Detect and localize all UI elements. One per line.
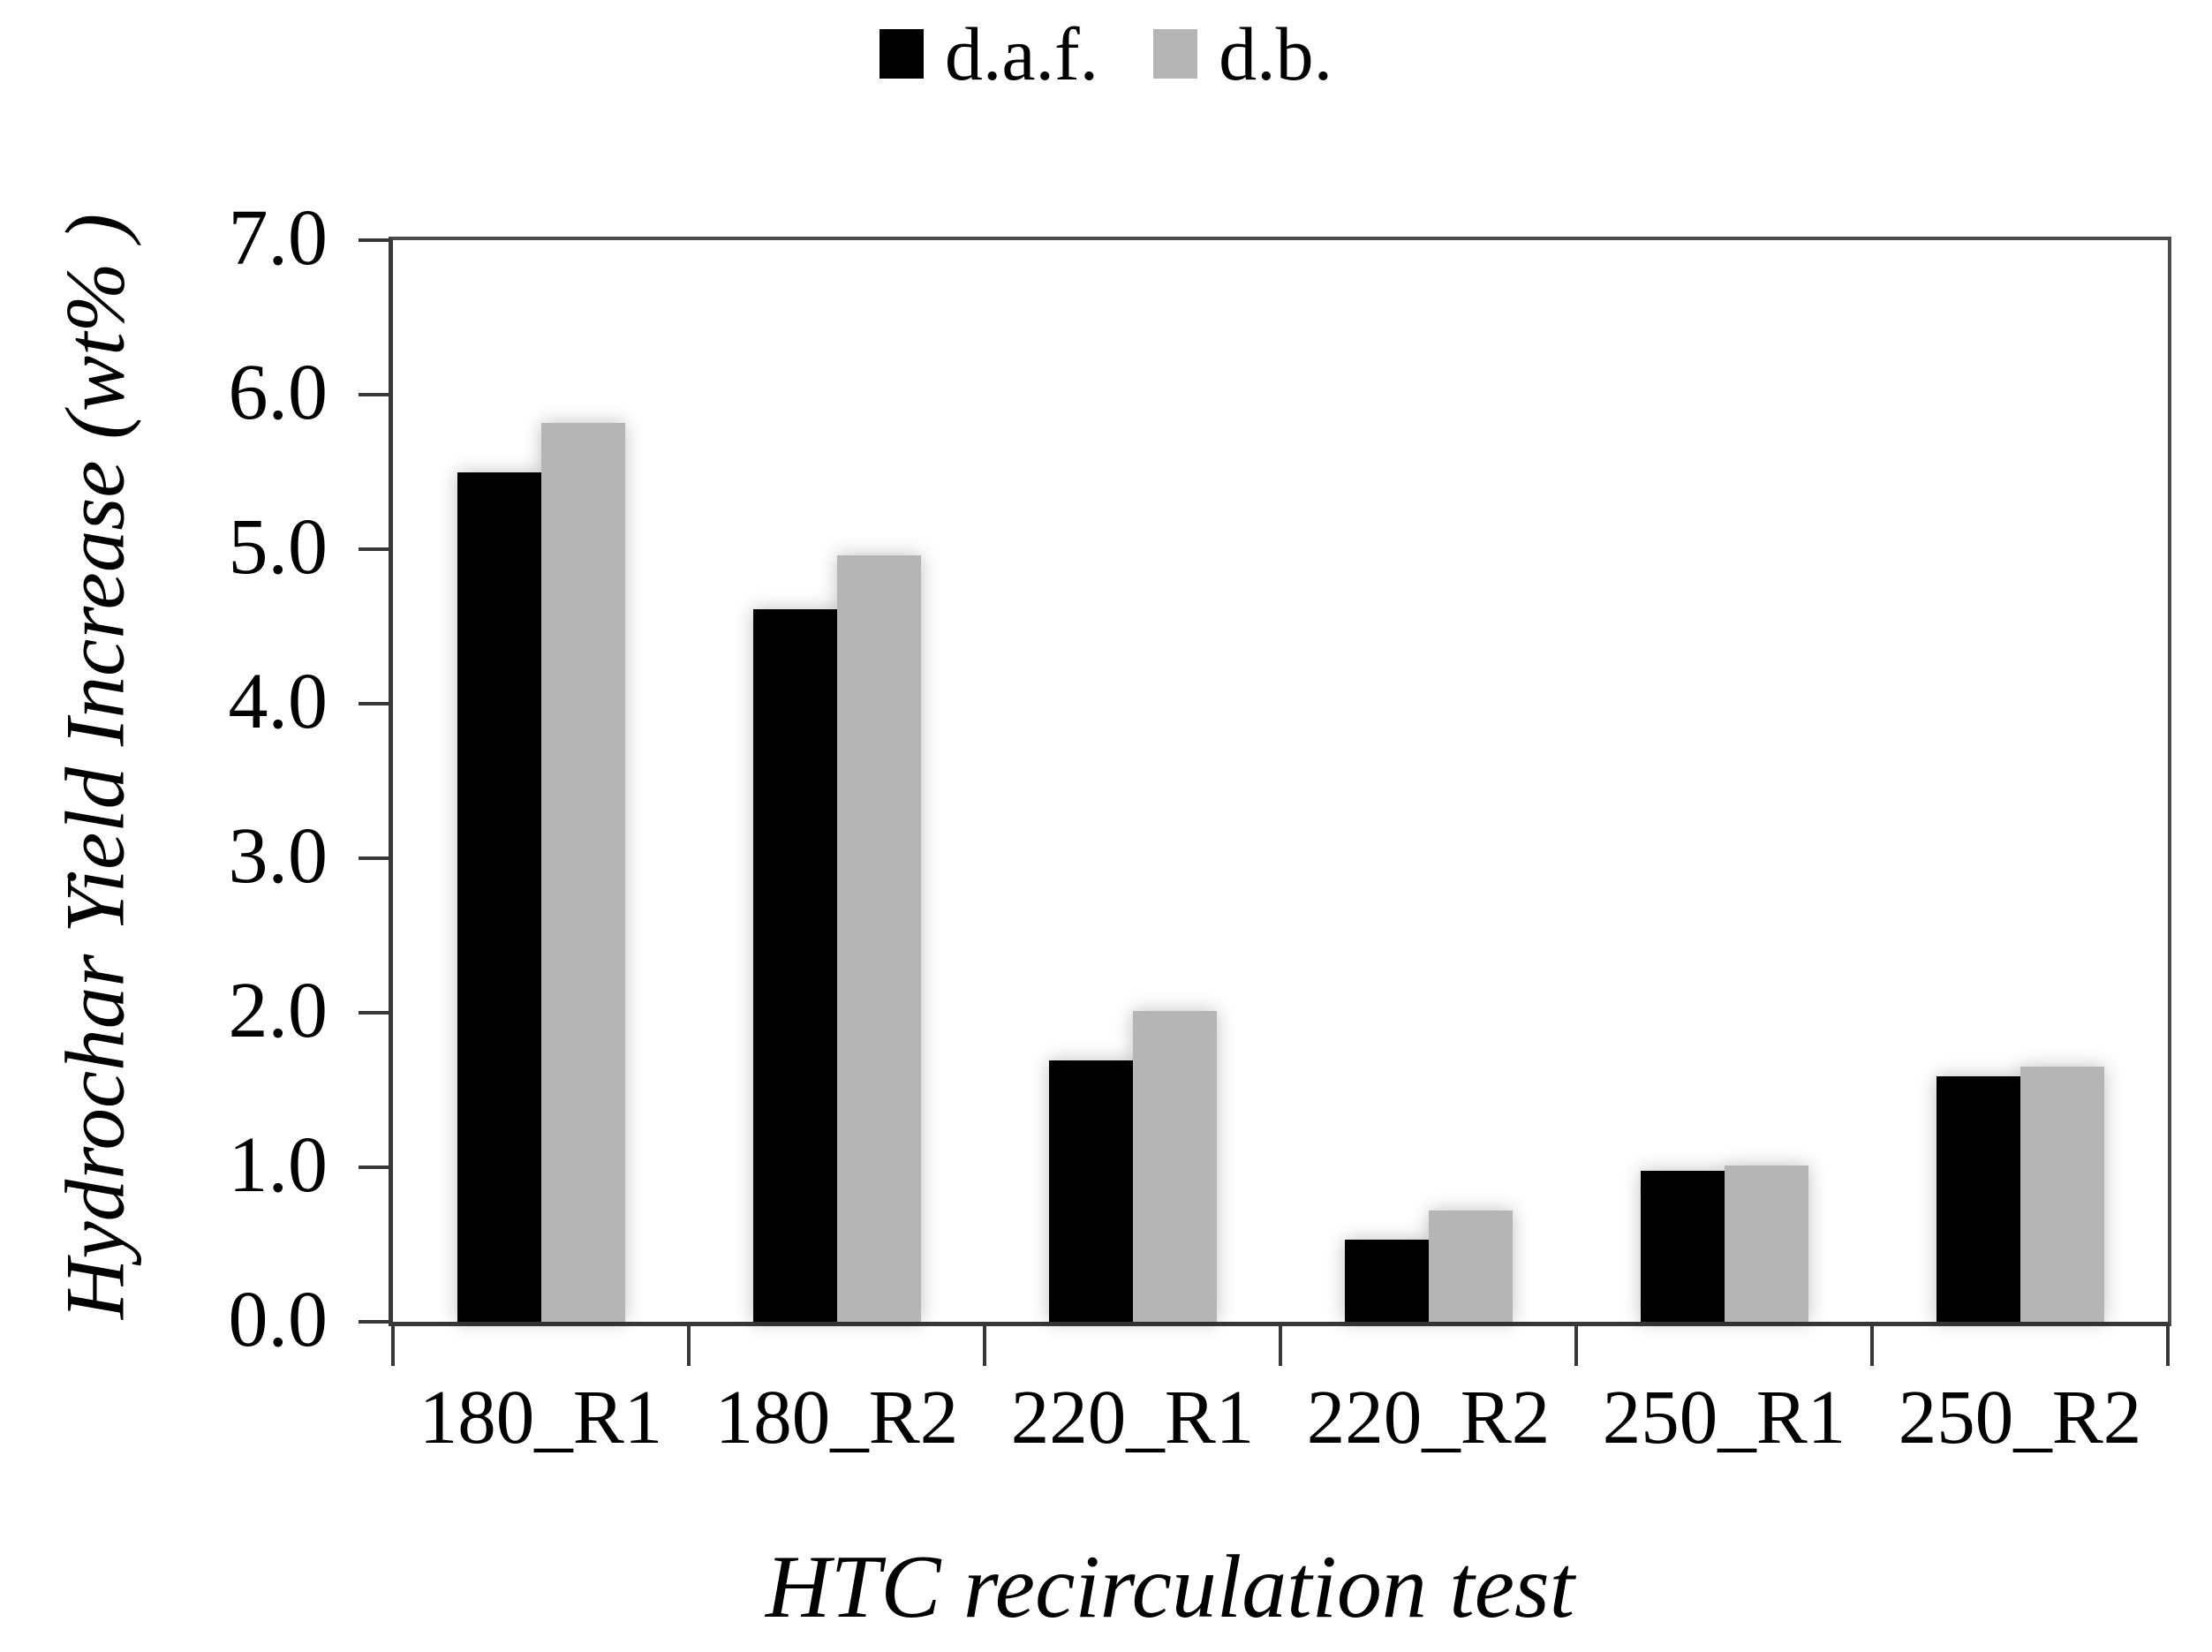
y-tick-5.0 bbox=[359, 547, 389, 551]
legend-swatch-daf-icon bbox=[879, 29, 924, 79]
chart-legend: d.a.f. d.b. bbox=[0, 16, 2212, 92]
legend-label-db: d.b. bbox=[1219, 11, 1333, 96]
y-tick-7.0 bbox=[359, 238, 389, 242]
x-tick-0 bbox=[391, 1325, 395, 1366]
y-tick-6.0 bbox=[359, 393, 389, 396]
bar-db-220_R2 bbox=[1428, 1211, 1513, 1322]
y-tick-label-1.0: 1.0 bbox=[228, 1121, 328, 1210]
bar-daf-250_R1 bbox=[1640, 1170, 1725, 1322]
legend-swatch-db-icon bbox=[1153, 29, 1198, 79]
x-label-220_R2: 220_R2 bbox=[1306, 1374, 1551, 1460]
bar-db-250_R2 bbox=[2019, 1067, 2104, 1322]
x-tick-6 bbox=[2166, 1325, 2170, 1366]
y-tick-label-2.0: 2.0 bbox=[228, 967, 328, 1055]
x-label-180_R2: 180_R2 bbox=[714, 1374, 959, 1460]
x-tick-2 bbox=[983, 1325, 986, 1366]
x-label-250_R2: 250_R2 bbox=[1898, 1374, 2142, 1460]
bar-daf-180_R1 bbox=[457, 471, 541, 1322]
x-label-180_R1: 180_R1 bbox=[419, 1374, 663, 1460]
y-tick-label-3.0: 3.0 bbox=[228, 812, 328, 901]
y-tick-2.0 bbox=[359, 1011, 389, 1015]
y-axis-title: Hydrochar Yield Increase (wt% ) bbox=[48, 213, 142, 1320]
bar-daf-180_R2 bbox=[752, 609, 837, 1322]
x-axis-title: HTC recirculation test bbox=[765, 1537, 1575, 1637]
legend-item-db: d.b. bbox=[1153, 16, 1332, 92]
legend-label-daf: d.a.f. bbox=[944, 11, 1099, 96]
x-tick-4 bbox=[1574, 1325, 1578, 1366]
x-tick-3 bbox=[1279, 1325, 1282, 1366]
bar-db-220_R1 bbox=[1132, 1011, 1217, 1322]
legend-item-daf: d.a.f. bbox=[879, 11, 1099, 96]
x-tick-1 bbox=[687, 1325, 691, 1366]
y-tick-4.0 bbox=[359, 702, 389, 705]
y-tick-label-5.0: 5.0 bbox=[228, 503, 328, 592]
y-tick-label-7.0: 7.0 bbox=[228, 194, 328, 283]
y-tick-0.0 bbox=[359, 1320, 389, 1324]
y-tick-label-0.0: 0.0 bbox=[228, 1276, 328, 1364]
bar-db-180_R2 bbox=[836, 555, 921, 1322]
bar-db-250_R1 bbox=[1724, 1165, 1808, 1322]
x-label-220_R1: 220_R1 bbox=[1010, 1374, 1255, 1460]
plot-area: 0.0 1.0 2.0 3.0 4.0 5.0 6.0 7.0 180_R1 180_R2 220_… bbox=[229, 199, 2171, 1455]
y-tick-3.0 bbox=[359, 856, 389, 860]
bar-daf-250_R2 bbox=[1936, 1075, 2020, 1322]
x-tick-5 bbox=[1870, 1325, 1874, 1366]
y-tick-1.0 bbox=[359, 1165, 389, 1169]
bar-daf-220_R1 bbox=[1048, 1060, 1133, 1322]
y-tick-label-4.0: 4.0 bbox=[228, 658, 328, 746]
bar-db-180_R1 bbox=[540, 422, 625, 1322]
x-label-250_R1: 250_R1 bbox=[1602, 1374, 1846, 1460]
bar-daf-220_R2 bbox=[1344, 1240, 1429, 1322]
y-tick-label-6.0: 6.0 bbox=[228, 349, 328, 437]
